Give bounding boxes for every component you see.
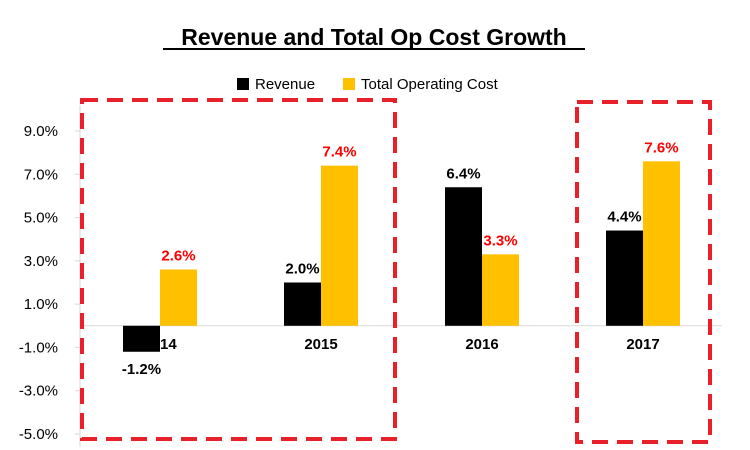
data-label-total-operating-cost-2016: 3.3% [483, 232, 517, 249]
category-label-2017: 2017 [626, 336, 659, 353]
bar-revenue-2014 [123, 325, 160, 352]
data-label-revenue-2014: -1.2% [122, 361, 161, 378]
legend-label-total-operating-cost: Total Operating Cost [361, 76, 499, 93]
data-label-revenue-2016: 6.4% [446, 165, 480, 182]
y-tick-label: 7.0% [24, 166, 58, 183]
data-label-total-operating-cost-2014: 2.6% [161, 248, 195, 265]
bar-total-operating-cost-2015 [321, 165, 358, 326]
highlight-box-2017 [575, 100, 712, 444]
category-label-2015: 2015 [304, 336, 337, 353]
data-label-revenue-2017: 4.4% [607, 209, 641, 226]
highlight-boxes [80, 98, 712, 444]
highlight-box-2014-2015 [80, 98, 397, 441]
bar-revenue-2017 [606, 230, 643, 326]
legend-label-revenue: Revenue [255, 76, 315, 93]
data-label-total-operating-cost-2015: 7.4% [322, 144, 356, 161]
plot-area [80, 161, 722, 352]
bar-revenue-2016 [445, 187, 482, 326]
data-label-revenue-2015: 2.0% [285, 260, 319, 277]
data-labels: -1.2% 2.0% 6.4% 4.4% 2.6% 7.4% 3.3% 7.6% [122, 139, 679, 377]
legend-swatch-revenue [237, 78, 249, 90]
legend: Revenue Total Operating Cost [237, 76, 499, 93]
bar-revenue-2015 [284, 282, 321, 326]
bar-total-operating-cost-2014 [160, 269, 197, 326]
data-label-total-operating-cost-2017: 7.6% [644, 139, 678, 156]
category-labels: 2014 2015 2016 2017 [143, 336, 659, 353]
legend-swatch-total-operating-cost [343, 78, 355, 90]
y-tick-label: 9.0% [24, 123, 58, 140]
y-tick-label: -5.0% [19, 426, 58, 443]
y-tick-label: -1.0% [19, 339, 58, 356]
y-tick-label: -3.0% [19, 383, 58, 400]
category-label-2014: 2014 [143, 336, 177, 353]
y-tick-label: 3.0% [24, 253, 58, 270]
bar-total-operating-cost-2017 [643, 161, 680, 326]
chart-title: Revenue and Total Op Cost Growth [181, 24, 567, 50]
bar-total-operating-cost-2016 [482, 254, 519, 326]
y-tick-label: 1.0% [24, 296, 58, 313]
y-axis: 9.0% 7.0% 5.0% 3.0% 1.0% -1.0% -3.0% -5.0% [19, 105, 81, 447]
category-label-2016: 2016 [465, 336, 498, 353]
y-tick-label: 5.0% [24, 210, 58, 227]
